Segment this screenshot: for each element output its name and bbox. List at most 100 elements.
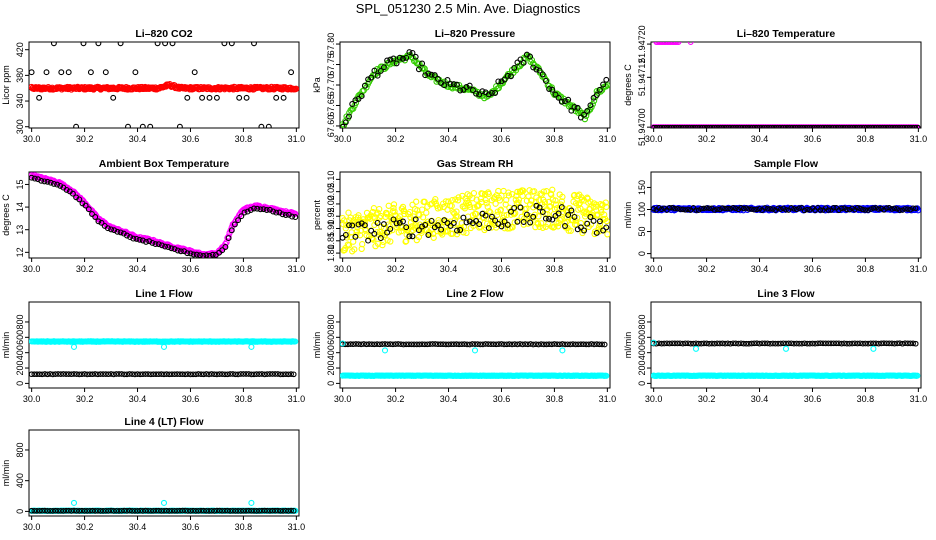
data-point (454, 227, 460, 234)
x-tick-label: 30.2 (76, 522, 94, 532)
x-tick-label: 30.8 (857, 264, 875, 274)
y-axis-label: percent (312, 199, 322, 230)
x-tick-label: 30.4 (440, 264, 458, 274)
data-point (482, 341, 489, 347)
data-point (672, 205, 678, 212)
data-point (886, 205, 892, 211)
data-point (445, 341, 452, 348)
panel-title: Li–820 Temperature (737, 28, 836, 40)
data-point (251, 507, 257, 514)
data-point (184, 508, 191, 514)
data-point (730, 340, 736, 347)
data-point (912, 205, 919, 212)
data-point (701, 205, 707, 212)
data-point (450, 209, 457, 216)
data-point (360, 341, 367, 347)
data-point (153, 371, 159, 378)
data-point (415, 66, 422, 73)
series-average (340, 372, 610, 379)
data-point (571, 103, 578, 110)
data-point (225, 235, 232, 242)
y-axis-label: degrees C (1, 194, 11, 236)
data-point (448, 202, 455, 210)
data-point (47, 179, 54, 186)
data-point (651, 206, 657, 212)
points-layer (651, 339, 921, 379)
data-point (398, 341, 404, 348)
y-axis-label: ml/min (1, 332, 11, 359)
data-point (711, 340, 718, 347)
x-tick-label: 30.4 (129, 394, 147, 404)
series-average (29, 81, 299, 93)
y-tick-label: 67.65 (326, 94, 336, 117)
data-point (722, 205, 728, 212)
data-point (540, 341, 547, 348)
plot-frame (28, 429, 300, 517)
y-tick-label: 51.94720 (637, 25, 647, 63)
data-point (453, 341, 460, 347)
data-point (150, 507, 157, 514)
data-point (147, 507, 154, 514)
data-point (123, 232, 130, 239)
data-point (184, 250, 191, 257)
data-point (554, 341, 560, 348)
data-point (89, 507, 96, 514)
data-point (136, 236, 143, 243)
data-point (399, 203, 407, 211)
data-point (867, 206, 874, 212)
data-point (392, 341, 399, 347)
data-point (355, 341, 362, 347)
data-point (447, 222, 454, 229)
plot-frame (650, 301, 922, 389)
data-point (247, 207, 254, 213)
data-point (549, 86, 556, 93)
data-point (669, 205, 675, 211)
data-point (767, 340, 773, 347)
panel-line2: Line 2 Flow ml/min 30.0 30.2 30.4 30.6 30.8 31.… (312, 288, 616, 404)
data-point (117, 229, 124, 236)
data-point (894, 206, 900, 212)
data-point (400, 55, 406, 62)
data-point (89, 211, 95, 217)
data-point (130, 235, 137, 242)
data-point (460, 223, 468, 231)
data-point (687, 42, 694, 45)
data-point (509, 341, 515, 348)
x-tick-label: 30.6 (493, 394, 511, 404)
data-point (844, 206, 850, 213)
data-point (419, 214, 427, 221)
data-point (601, 211, 608, 218)
data-point (865, 207, 871, 213)
data-point (347, 341, 354, 347)
data-point (95, 218, 102, 225)
data-point (248, 507, 255, 514)
data-point (897, 207, 903, 213)
data-point (200, 507, 207, 514)
data-point (352, 233, 359, 240)
data-point (497, 206, 505, 213)
data-point (740, 205, 747, 212)
y-tick-label: 51.94700 (637, 108, 647, 146)
data-point (444, 77, 451, 83)
data-point (450, 341, 457, 348)
y-axis-label: ml/min (1, 460, 11, 487)
data-point (695, 207, 702, 213)
data-point (225, 233, 232, 240)
data-point (730, 205, 736, 211)
data-point (108, 226, 115, 233)
data-point (822, 124, 828, 128)
data-point (34, 371, 40, 378)
data-point (753, 124, 759, 128)
data-point (85, 206, 92, 213)
data-point (682, 340, 689, 347)
data-point (288, 507, 294, 514)
data-point (143, 238, 149, 245)
data-point (793, 206, 800, 213)
data-point (751, 124, 757, 128)
data-point (677, 340, 683, 347)
data-point (124, 371, 130, 378)
data-point (366, 341, 372, 347)
data-point (562, 98, 568, 105)
data-point (472, 210, 480, 218)
data-point (914, 372, 921, 379)
